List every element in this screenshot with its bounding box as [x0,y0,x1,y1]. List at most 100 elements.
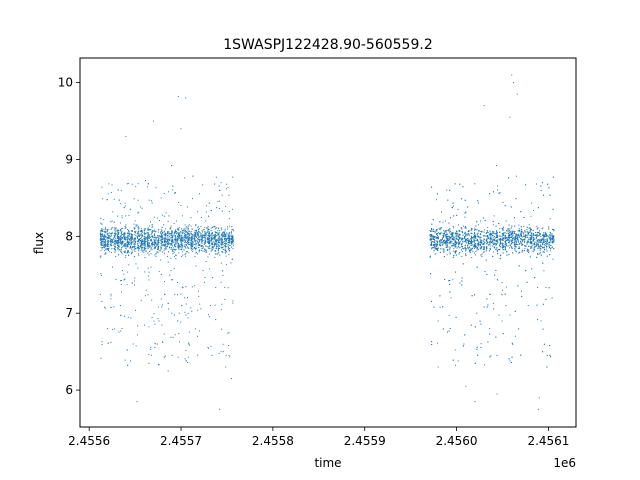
data-point [189,244,191,246]
data-point [170,247,172,249]
data-point [232,240,234,241]
data-point [451,207,453,209]
data-point [107,249,109,251]
data-point [457,360,459,362]
data-point [202,231,204,233]
data-point [228,247,230,249]
data-point [203,234,205,236]
data-point [118,331,120,333]
data-point [207,241,209,243]
data-point [502,233,504,235]
data-point [130,237,132,239]
data-point [449,236,451,238]
data-point [492,302,494,304]
data-point [124,251,126,253]
data-point [101,236,103,238]
data-point [194,247,196,249]
data-point [227,233,229,235]
data-point [436,193,438,195]
data-point [473,243,475,245]
data-point [201,242,203,244]
data-point [224,243,226,245]
data-point [170,249,172,251]
data-point [464,232,466,234]
data-point [549,254,551,256]
data-point [147,229,149,231]
data-point [439,245,441,247]
data-point [197,241,199,243]
data-point [515,240,517,242]
data-point [110,245,112,247]
data-point [505,286,507,288]
data-point [113,237,115,239]
data-point [103,247,105,249]
data-point [101,344,103,345]
data-point [504,237,506,239]
data-point [482,235,484,237]
data-point [231,238,233,240]
data-point [220,241,222,243]
data-point [100,255,102,257]
data-point [194,241,196,243]
data-point [194,232,196,234]
data-point [178,226,180,228]
data-point [474,244,476,246]
data-point [143,248,145,250]
data-point [111,248,113,250]
data-point [501,242,503,244]
data-point [114,245,116,247]
data-point [231,226,233,228]
data-point [103,238,105,240]
data-point [225,251,227,253]
data-point [125,254,127,256]
data-point [111,232,113,234]
data-point [133,244,135,246]
data-point [208,243,210,245]
data-point [492,231,494,233]
data-point [164,245,166,247]
data-point [185,252,187,254]
data-point [440,241,442,243]
data-point [452,250,454,252]
data-point [200,245,202,247]
data-point [552,208,554,210]
data-point [493,243,495,245]
data-point [185,235,187,237]
data-point [150,235,152,237]
data-point [533,246,535,248]
data-point [102,238,104,240]
data-point [461,245,463,247]
data-point [453,236,455,238]
data-point [501,235,503,237]
data-point [194,233,196,235]
data-point [208,232,210,234]
data-point [459,234,461,236]
data-point [459,237,461,239]
data-point [184,235,186,237]
data-point [158,235,160,237]
data-point [471,244,473,246]
data-point [111,241,113,243]
data-point [451,232,453,234]
data-point [143,232,145,234]
data-point [140,229,142,231]
data-point [517,230,519,232]
data-point [173,192,175,194]
data-point [455,364,456,366]
data-point [160,232,162,234]
data-point [440,239,442,241]
data-point [227,245,229,247]
data-point [157,241,159,243]
data-point [504,245,506,247]
data-point [108,234,110,236]
data-point [177,320,179,322]
data-point [543,246,545,248]
data-point [144,246,146,248]
data-point [524,239,526,241]
data-point [480,248,482,250]
data-point [527,249,529,251]
data-point [208,268,210,270]
data-point [137,239,139,241]
data-point [467,245,469,247]
data-point [429,239,431,241]
